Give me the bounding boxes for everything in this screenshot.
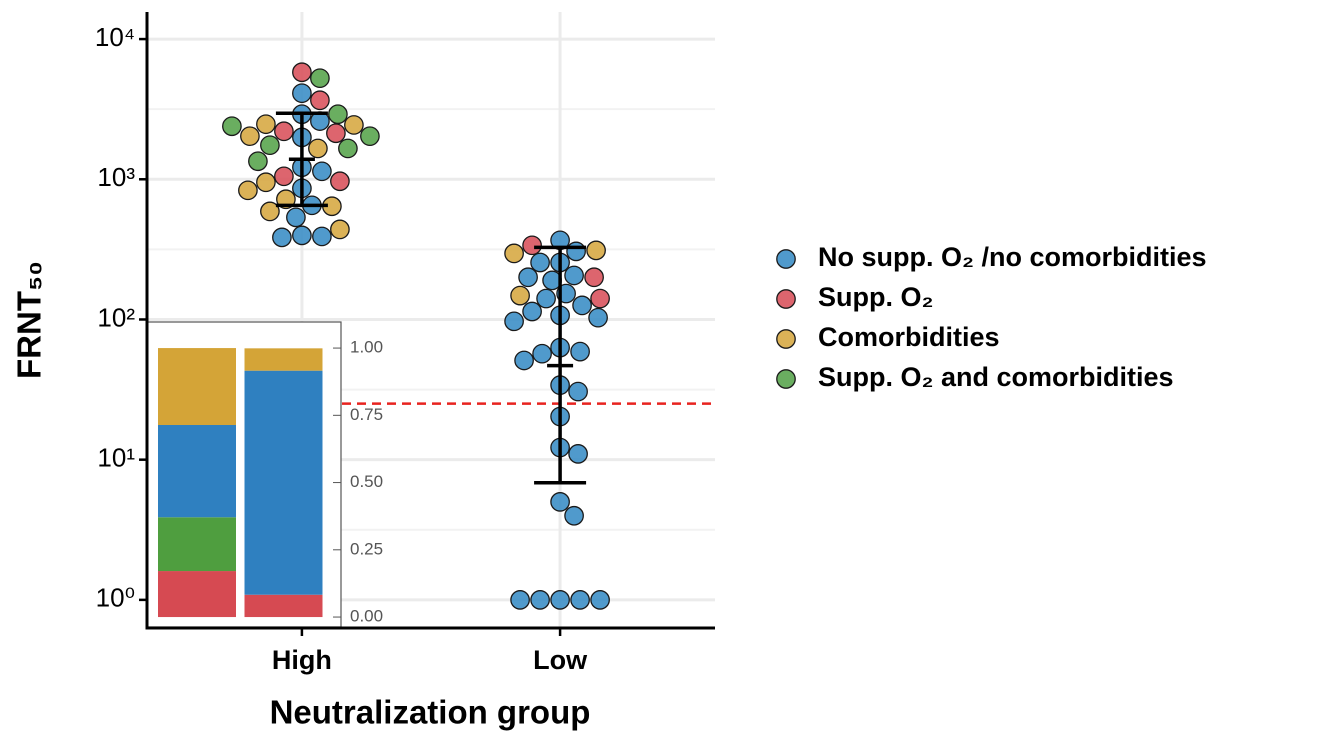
data-point	[510, 590, 530, 610]
y-axis-title: FRNT₅₀	[11, 261, 48, 379]
data-point	[550, 590, 570, 610]
data-point	[550, 492, 570, 512]
data-point	[586, 240, 606, 261]
data-point	[530, 252, 550, 273]
data-point	[532, 343, 552, 364]
data-point	[312, 226, 332, 247]
data-point	[522, 235, 542, 256]
inset-bar-segment	[158, 571, 236, 618]
legend-label: No supp. O₂ /no comorbidities	[818, 242, 1207, 272]
data-point	[588, 307, 608, 328]
data-point	[590, 590, 610, 610]
data-point	[504, 311, 524, 332]
inset-tick-label: 0.00	[350, 607, 383, 626]
y-tick-label: 10²	[97, 302, 135, 332]
data-point	[292, 83, 312, 104]
data-point	[222, 116, 242, 137]
data-point	[570, 341, 590, 362]
data-point	[568, 444, 588, 464]
legend-marker	[776, 329, 796, 349]
inset-bar-segment	[244, 594, 323, 618]
data-point	[590, 288, 610, 309]
inset-bar-segment	[158, 517, 236, 572]
legend-label: Comorbidities	[818, 322, 1000, 352]
data-point	[256, 114, 276, 135]
data-point	[326, 123, 346, 144]
data-point	[310, 68, 330, 89]
data-point	[260, 135, 280, 156]
data-point	[536, 288, 556, 309]
y-tick-label: 10³	[97, 162, 135, 192]
data-point	[344, 115, 364, 135]
data-point	[274, 166, 294, 187]
legend-marker	[776, 289, 796, 309]
legend-marker	[776, 369, 796, 389]
data-point	[572, 295, 592, 316]
data-point	[522, 301, 542, 322]
data-point	[564, 265, 584, 286]
data-point	[566, 241, 586, 262]
y-tick-label: 10⁴	[95, 22, 135, 52]
inset-bar-segment	[158, 348, 236, 425]
inset-chart: 0.00 0.25 0.50 0.75 1.00	[146, 321, 383, 628]
x-tick-label: Low	[533, 645, 588, 675]
data-point	[308, 138, 328, 159]
data-point	[530, 590, 550, 610]
data-point	[330, 171, 350, 192]
data-point	[292, 225, 312, 246]
inset-bar-segment	[244, 348, 323, 371]
legend-label: Supp. O₂ and comorbidities	[818, 362, 1174, 392]
data-point	[568, 381, 588, 402]
data-point	[312, 161, 332, 182]
inset-tick-label: 0.75	[350, 405, 383, 424]
inset-tick-label: 0.25	[350, 539, 383, 558]
data-point	[584, 267, 604, 288]
data-point	[510, 285, 530, 306]
data-point	[570, 590, 590, 610]
data-point	[330, 219, 350, 240]
data-point	[274, 121, 294, 142]
inset-tick-label: 0.50	[350, 472, 383, 491]
y-tick-label: 10⁰	[96, 583, 135, 613]
x-axis-title: Neutralization group	[270, 694, 591, 731]
x-tick-label: High	[272, 645, 332, 675]
data-point	[240, 126, 260, 147]
data-point	[310, 90, 330, 111]
data-point	[260, 201, 280, 222]
data-point	[272, 227, 292, 248]
y-tick-label: 10¹	[97, 443, 135, 473]
data-point	[286, 207, 306, 228]
data-point	[518, 267, 538, 288]
legend-marker	[776, 249, 796, 269]
inset-bar-segment	[158, 424, 236, 518]
legend-label: Supp. O₂	[818, 282, 934, 312]
inset-tick-label: 1.00	[350, 338, 383, 357]
data-point	[338, 138, 358, 159]
data-point	[248, 151, 268, 172]
inset-bar-segment	[244, 370, 323, 595]
data-point	[328, 104, 348, 125]
axes: 10⁰ 10¹ 10² 10³ 10⁴ High Low	[95, 12, 715, 675]
legend: No supp. O₂ /no comorbidities Supp. O₂ Com…	[776, 242, 1207, 392]
data-point	[292, 62, 312, 83]
data-point	[256, 172, 276, 193]
data-point	[238, 180, 258, 201]
data-point	[360, 126, 380, 147]
data-point	[514, 350, 534, 371]
data-point	[564, 505, 584, 526]
data-point	[504, 243, 524, 264]
